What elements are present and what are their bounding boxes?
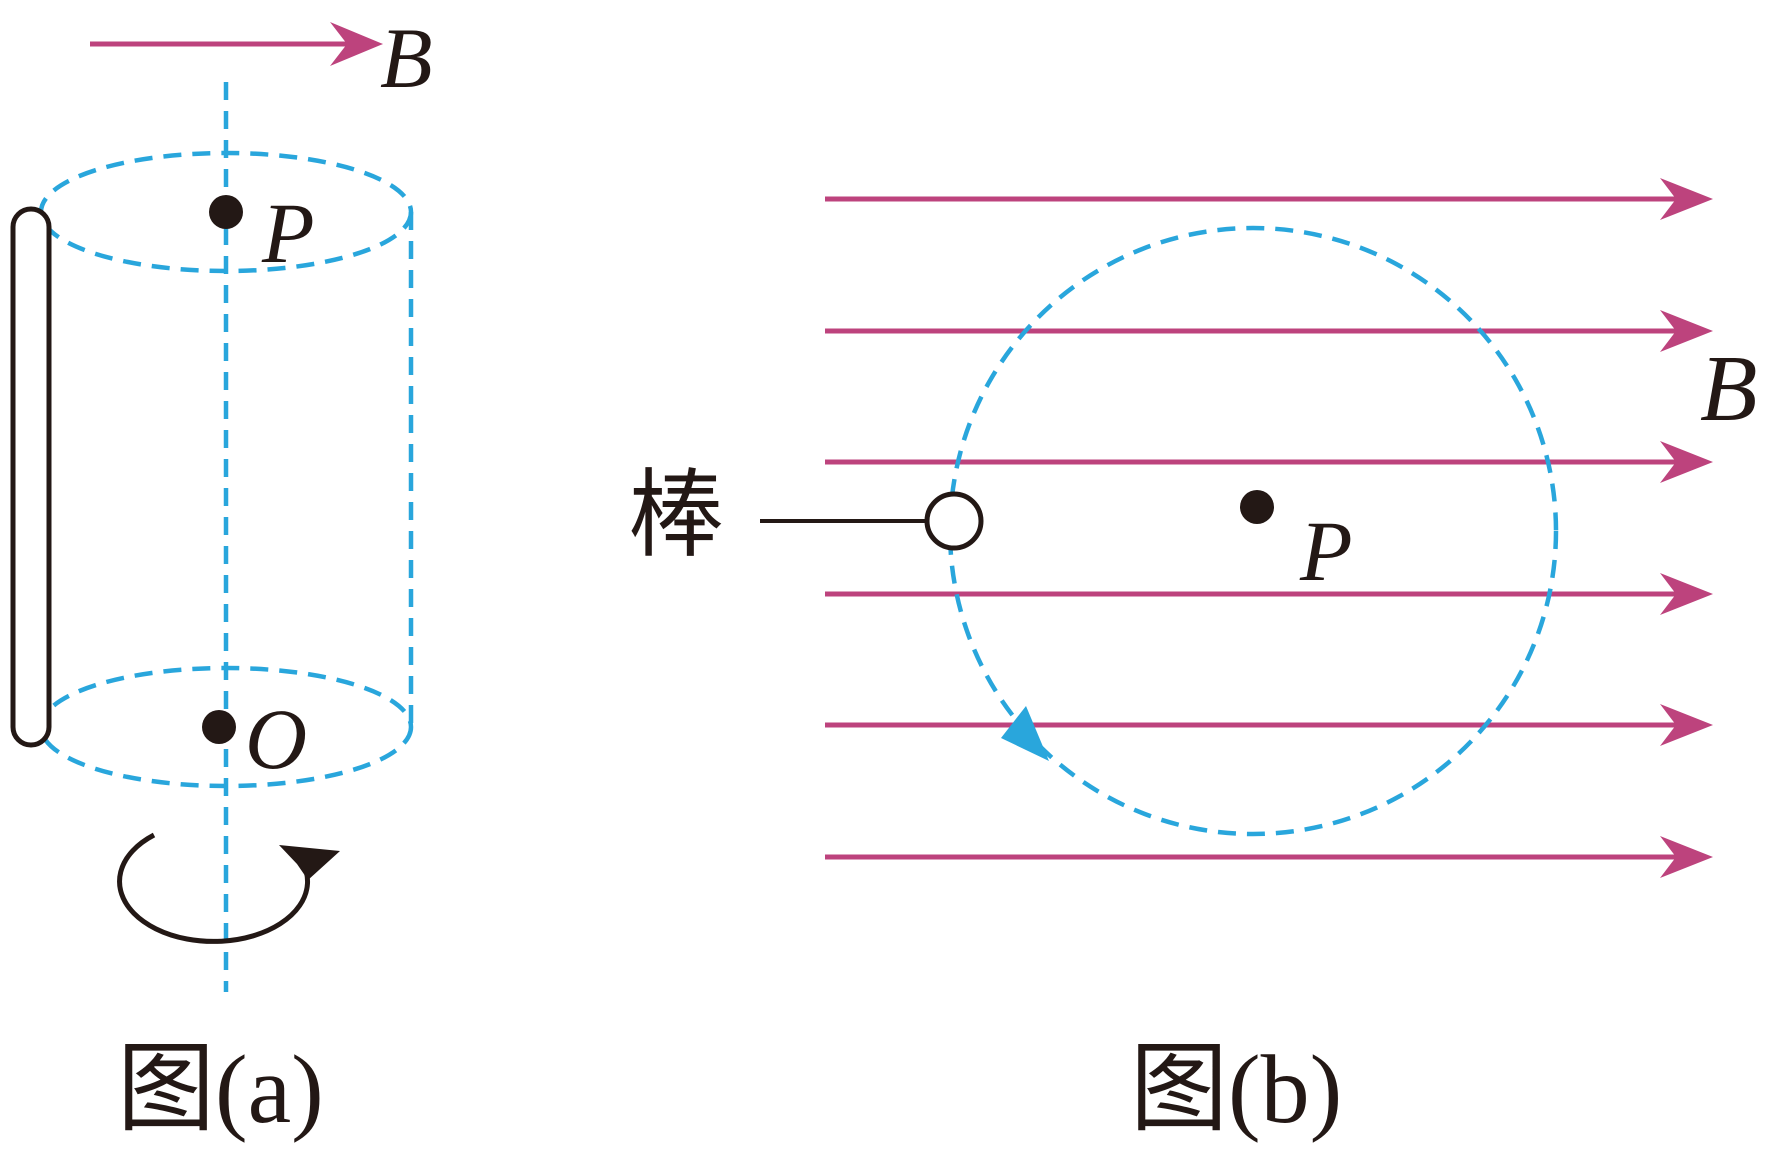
figure-b-point-P-dot [1240,490,1274,524]
figure-a-label-O: O [245,691,307,787]
figure-a: B P O 图(a) [10,10,433,1144]
circular-path [947,225,1559,837]
rod-cross-section [924,491,984,551]
figure-b: B P 棒 图(b) [628,178,1757,1144]
figure-b-label-B: B [1700,337,1757,441]
field-line-1 [825,178,1713,220]
figure-a-label-P: P [261,185,315,281]
caption-figure-a: 图(a) [117,1036,324,1144]
field-line-6 [825,836,1713,878]
figure-a-label-B: B [380,10,433,106]
rotation-direction-arrow [117,832,340,944]
path-direction-arrowhead [1001,706,1049,761]
figure-a-field-arrow [90,22,383,66]
field-line-2 [825,310,1713,352]
rod-label: 棒 [628,462,724,569]
field-line-4 [825,573,1713,615]
figure-b-label-P: P [1299,503,1353,599]
conducting-rod [10,206,52,748]
point-O-dot [202,710,236,744]
field-line-5 [825,704,1713,746]
caption-figure-b: 图(b) [1130,1036,1342,1144]
point-P-dot [209,195,243,229]
